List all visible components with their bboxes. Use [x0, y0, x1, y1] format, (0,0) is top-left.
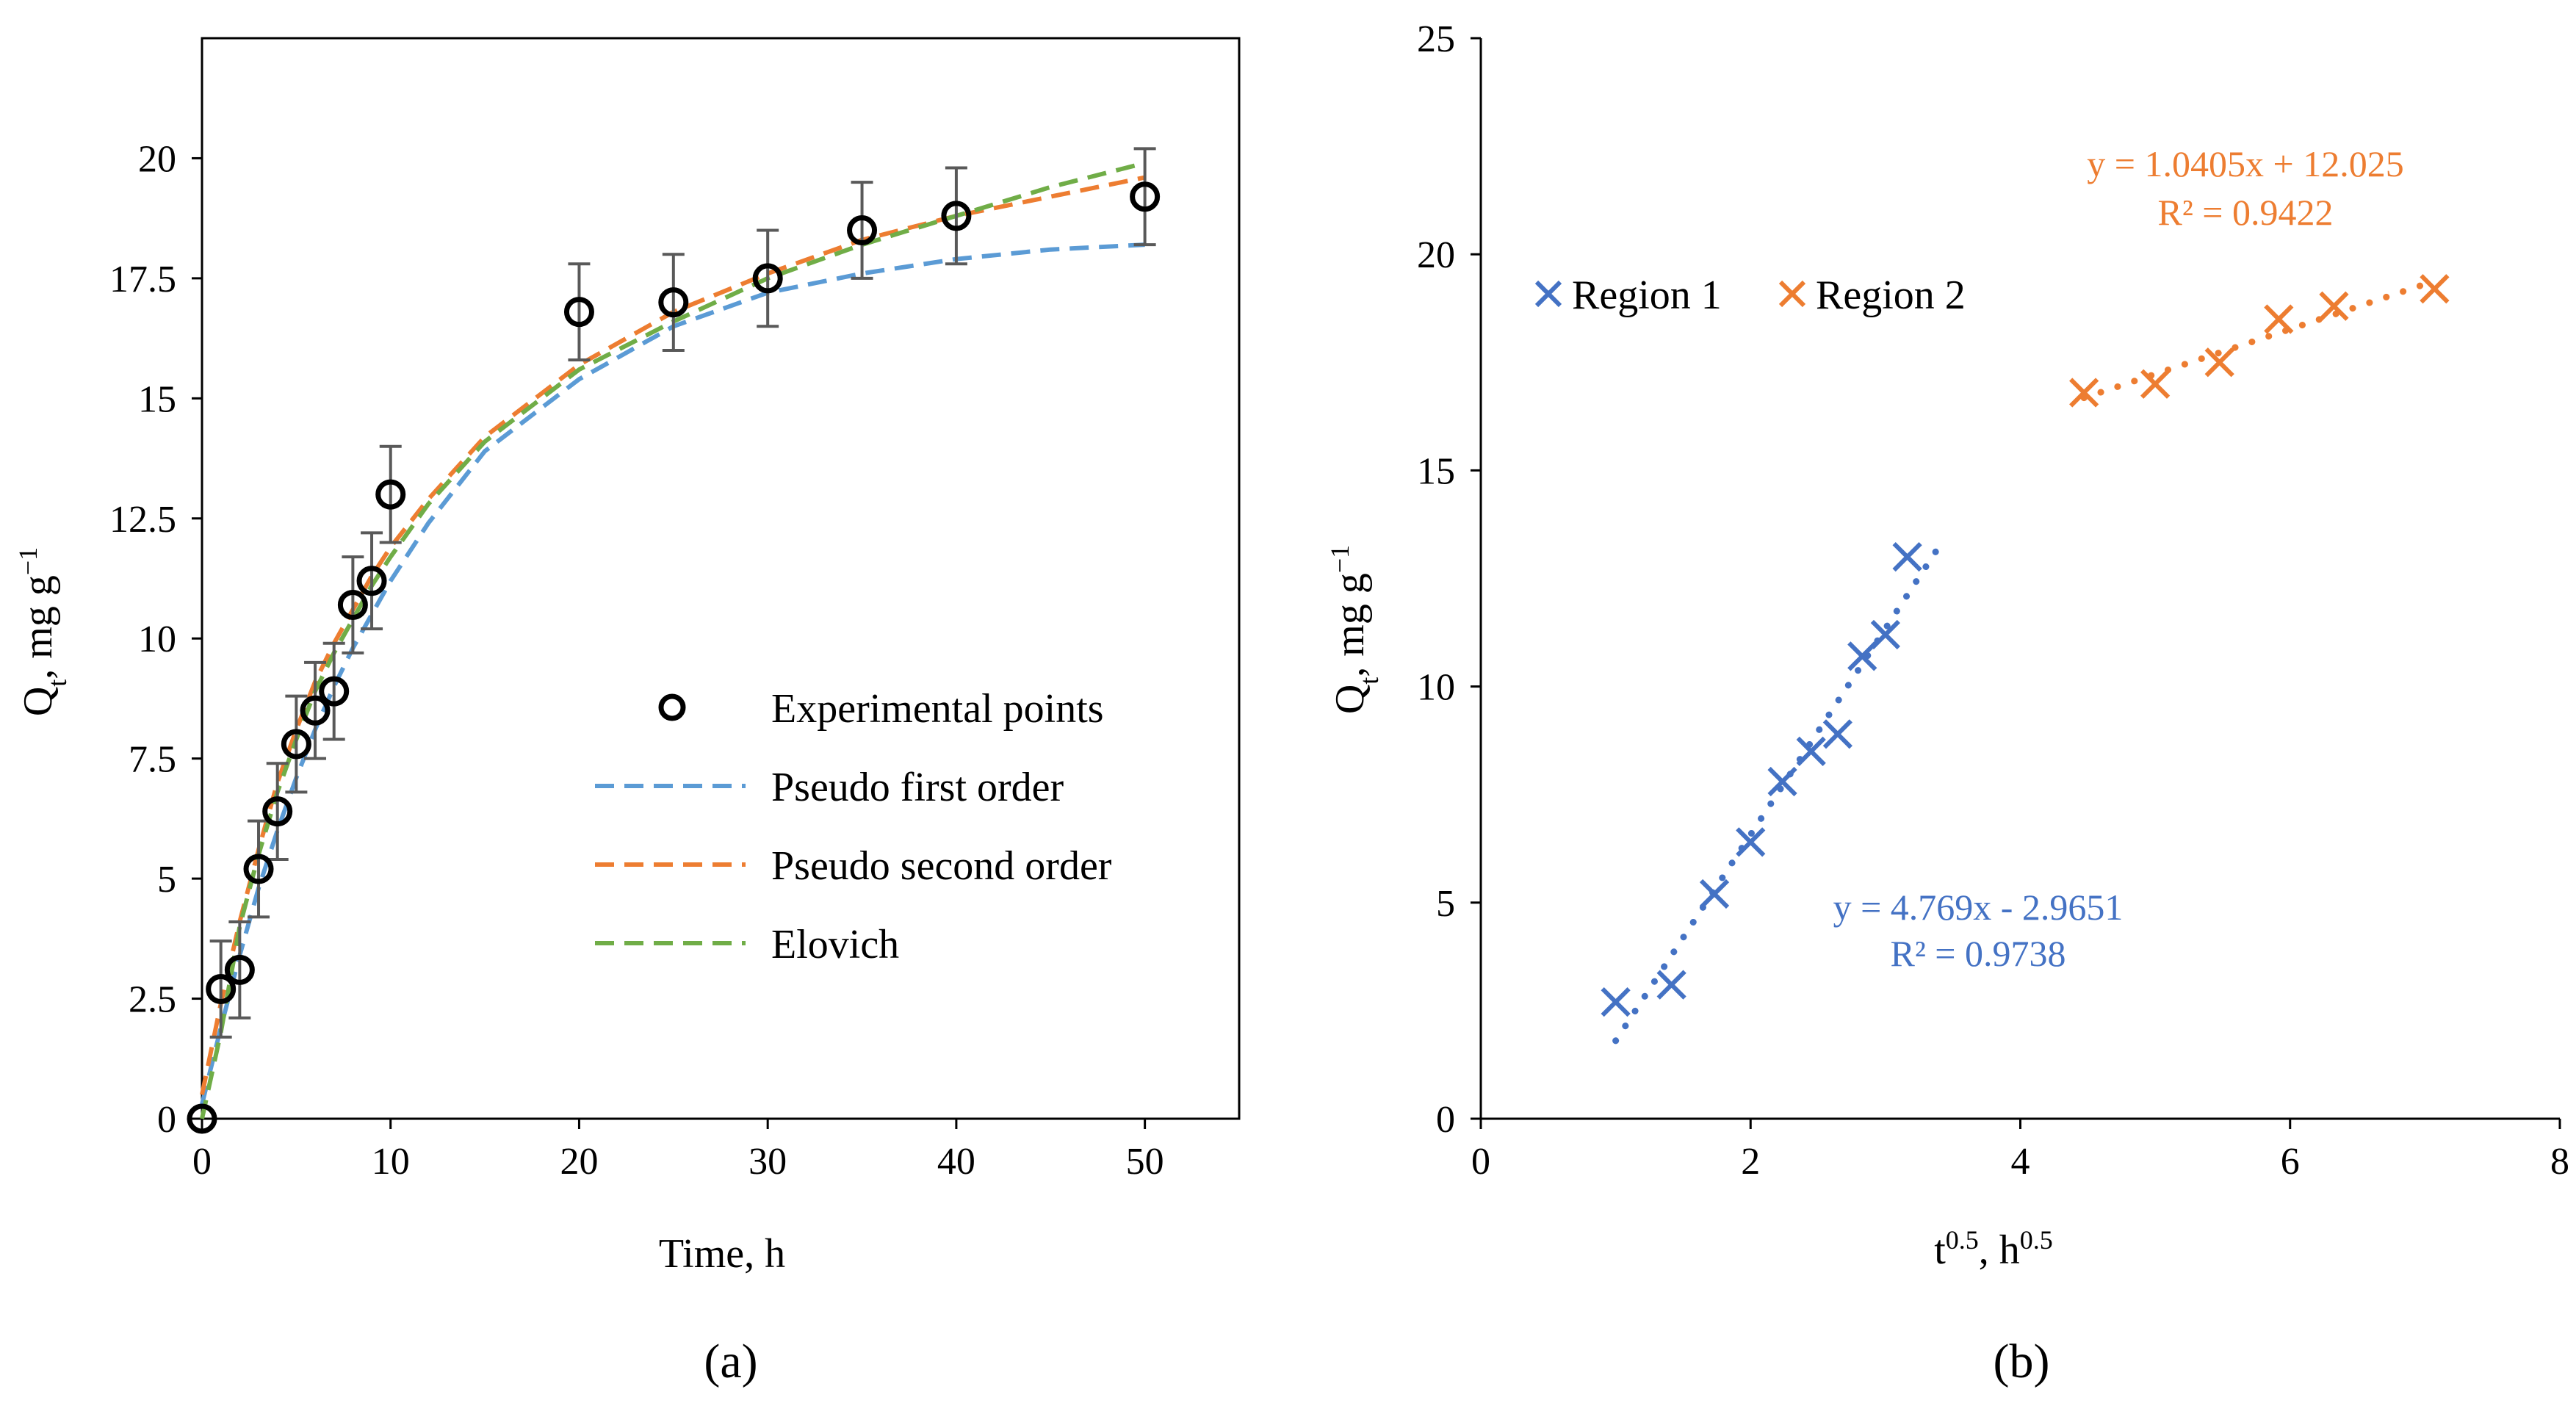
- data-point-region-1: [1699, 879, 1730, 909]
- trendline-region-1: [1612, 542, 1943, 1045]
- legend-marker-region-2: [1778, 280, 1806, 308]
- x-tick-label: 30: [748, 1141, 787, 1183]
- legend-marker-region-1: [1534, 280, 1562, 308]
- panel-a-x-axis-label: Time, h: [659, 1231, 785, 1277]
- data-point-region-1: [1736, 827, 1766, 857]
- y-tick-label: 20: [1417, 234, 1455, 276]
- data-point-region-1: [1796, 736, 1826, 766]
- x-tick-label: 20: [560, 1141, 598, 1183]
- data-point-region-2: [2420, 274, 2450, 304]
- data-point-region-1: [1870, 619, 1901, 650]
- data-point-region-2: [2319, 291, 2349, 321]
- experimental-point: [337, 589, 368, 620]
- experimental-point: [356, 566, 387, 596]
- panel-a-plot-frame: [201, 37, 1241, 1120]
- experimental-point: [375, 479, 406, 510]
- data-point-region-1: [1892, 541, 1922, 572]
- legend-label: Elovich: [771, 922, 899, 967]
- y-tick-label: 2.5: [129, 979, 176, 1021]
- experimental-point: [658, 287, 689, 318]
- legend-label: Region 2: [1816, 273, 1966, 318]
- experimental-point: [224, 954, 255, 985]
- data-point-region-2: [2069, 378, 2099, 408]
- data-point-region-2: [2140, 369, 2171, 399]
- panel-a-fit-curves: [200, 161, 1146, 1119]
- experimental-point: [187, 1103, 217, 1134]
- panel-a-chart: 0 10 20 30 40 50 0 2.5 5 7.5 10 12.5 15 17.5 20 Exper…: [13, 37, 1241, 1388]
- data-point-region-1: [1847, 641, 1877, 671]
- panel-a-x-ticks: 0 10 20 30 40 50: [192, 1119, 1164, 1183]
- region1-equation: y = 4.769x - 2.9651: [1833, 887, 2124, 928]
- fit-curve-pseudo-first-order: [200, 242, 1145, 1105]
- legend-label: Region 1: [1572, 273, 1722, 318]
- panel-b-y-ticks: 0 5 10 15 20 25: [1417, 18, 1481, 1141]
- y-tick-label: 25: [1417, 18, 1455, 60]
- panel-b-data-points: [1601, 274, 2450, 1017]
- trendline-region-2: [2080, 278, 2438, 402]
- experimental-point: [319, 676, 350, 707]
- panel-b-trendlines: [1612, 278, 2438, 1045]
- panel-a-error-bars: [209, 147, 1156, 1039]
- y-tick-label: 5: [1436, 883, 1455, 925]
- legend-label: Pseudo first order: [771, 765, 1064, 810]
- x-tick-label: 8: [2550, 1141, 2569, 1183]
- data-point-region-1: [1601, 987, 1631, 1017]
- experimental-point: [752, 263, 783, 294]
- y-tick-label: 10: [1417, 667, 1455, 709]
- experimental-point: [281, 729, 311, 760]
- legend-label: Experimental points: [771, 686, 1104, 732]
- y-tick-label: 17.5: [109, 259, 176, 300]
- y-tick-label: 7.5: [129, 739, 176, 781]
- x-tick-label: 2: [1741, 1141, 1760, 1183]
- region2-r-squared: R² = 0.9422: [2157, 192, 2333, 233]
- panel-a-label: (a): [704, 1335, 757, 1388]
- legend-marker-experimental: [658, 693, 686, 721]
- y-tick-label: 5: [157, 859, 176, 901]
- x-tick-label: 0: [192, 1141, 212, 1183]
- experimental-point: [206, 973, 237, 1004]
- panel-a-y-ticks: 0 2.5 5 7.5 10 12.5 15 17.5 20: [109, 138, 202, 1141]
- data-point-region-2: [2204, 347, 2234, 378]
- panel-a-experimental-points: [187, 181, 1161, 1134]
- panel-b-x-axis-label: t0.5, h0.5: [1934, 1225, 2053, 1273]
- panel-b-y-axis-label: Qt, mg g−1: [1325, 545, 1384, 714]
- x-tick-label: 50: [1126, 1141, 1164, 1183]
- panel-b-chart: 0 2 4 6 8 0 5 10 15 20 25 Region 1 Region 2 y = 1.…: [1325, 18, 2569, 1388]
- panel-b-legend: Region 1 Region 2: [1534, 273, 1966, 318]
- x-tick-label: 4: [2011, 1141, 2030, 1183]
- panel-b-label: (b): [1994, 1335, 2050, 1388]
- x-tick-label: 40: [937, 1141, 975, 1183]
- y-tick-label: 0: [157, 1099, 176, 1141]
- data-point-region-1: [1767, 766, 1797, 797]
- y-tick-label: 15: [1417, 450, 1455, 492]
- y-tick-label: 10: [138, 618, 176, 660]
- y-tick-label: 12.5: [109, 499, 176, 541]
- region2-equation: y = 1.0405x + 12.025: [2087, 143, 2403, 184]
- x-tick-label: 10: [372, 1141, 410, 1183]
- y-tick-label: 15: [138, 378, 176, 420]
- experimental-point: [1130, 181, 1161, 212]
- experimental-point: [300, 695, 331, 726]
- fit-curve-pseudo-second-order: [200, 175, 1146, 1095]
- y-tick-label: 0: [1436, 1099, 1455, 1141]
- data-point-region-1: [1656, 970, 1686, 1000]
- x-tick-label: 0: [1471, 1141, 1490, 1183]
- panel-b-x-ticks: 0 2 4 6 8: [1471, 1119, 2569, 1183]
- data-point-region-2: [2264, 304, 2294, 334]
- fit-curve-elovich: [200, 161, 1146, 1119]
- data-point-region-1: [1822, 719, 1852, 749]
- experimental-point: [563, 297, 594, 328]
- region1-r-squared: R² = 0.9738: [1890, 933, 2066, 974]
- experimental-point: [243, 854, 274, 884]
- x-tick-label: 6: [2281, 1141, 2300, 1183]
- legend-label: Pseudo second order: [771, 843, 1112, 889]
- experimental-point: [262, 796, 293, 827]
- experimental-point: [847, 215, 878, 246]
- experimental-point: [941, 201, 972, 231]
- panel-a-y-axis-label: Qt, mg g−1: [13, 547, 72, 716]
- y-tick-label: 20: [138, 138, 176, 180]
- panel-a-legend: Experimental points Pseudo first order Pse…: [595, 686, 1112, 967]
